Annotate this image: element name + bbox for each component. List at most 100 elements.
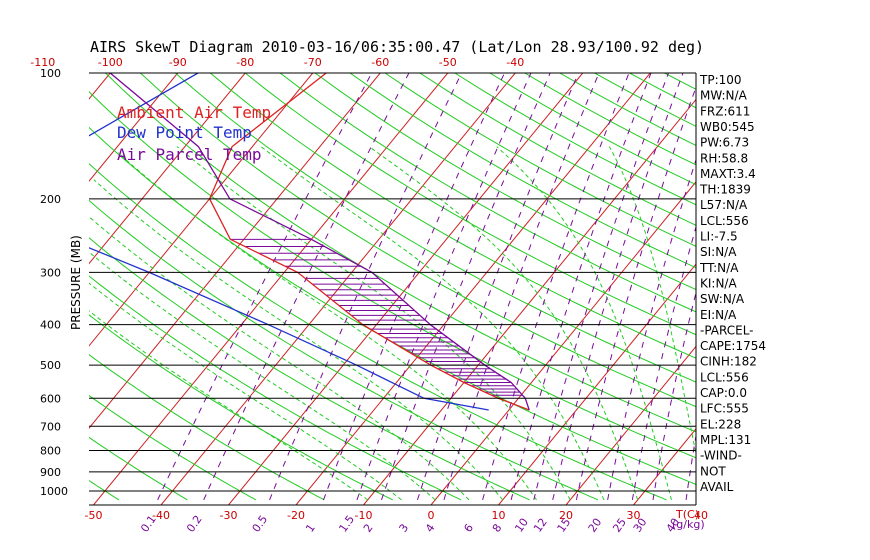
mixing-unit-label: (g/kg) [672, 518, 705, 531]
top-temp-tick-label: -100 [98, 56, 123, 69]
isotherm-line [498, 263, 696, 505]
mixing-ratio-tick-label: 4 [423, 522, 438, 535]
isotherm-line [430, 181, 696, 505]
isotherm-line [565, 345, 696, 505]
bottom-temp-tick-label: 20 [559, 509, 573, 522]
isotherm-line [93, 73, 449, 505]
index-label: TP:100 [699, 73, 742, 87]
bottom-temp-tick-label: -30 [220, 509, 238, 522]
top-temp-tick-label: -110 [30, 56, 55, 69]
mixing-ratio-line [443, 73, 600, 501]
dry-adiabat-line [349, 73, 696, 269]
dry-adiabat-line [140, 73, 696, 408]
index-label: RH:58.8 [700, 151, 748, 165]
index-label: TH:1839 [699, 183, 751, 197]
index-label: TT:N/A [699, 261, 739, 275]
bottom-temp-tick-label: -50 [85, 509, 103, 522]
mixing-ratio-line [631, 225, 696, 500]
mixing-ratio-line [269, 73, 463, 501]
dry-adiabat-line [384, 73, 696, 247]
moist-adiabat-line [117, 152, 537, 501]
mixing-ratio-line [607, 158, 696, 501]
index-label: CAP:0.0 [700, 386, 747, 400]
pressure-tick-label: 200 [40, 193, 61, 206]
mixing-ratio-tick-label: 0.2 [184, 513, 205, 535]
mixing-ratio-line [552, 73, 684, 501]
index-label: LI:-7.5 [700, 230, 738, 244]
dry-adiabat-line [89, 314, 393, 501]
chart-title: AIRS SkewT Diagram 2010-03-16/06:35:00.4… [90, 38, 704, 56]
pressure-tick-label: 700 [40, 420, 61, 433]
moist-adiabat-line [608, 146, 696, 457]
isotherm-line [0, 73, 43, 505]
isotherm-line [295, 73, 651, 505]
moist-adiabat-line [89, 251, 436, 501]
legend: Ambient Air Temp Dew Point Temp Air Parc… [117, 103, 271, 164]
index-label: MW:N/A [700, 89, 748, 103]
pressure-tick-label: 300 [40, 266, 61, 279]
index-label: SW:N/A [700, 292, 745, 306]
dry-adiabat-line [89, 394, 257, 501]
mixing-ratio-line [157, 73, 373, 501]
mixing-ratio-tick-label: 3 [397, 522, 412, 535]
isotherm-line [836, 73, 870, 505]
index-label: EL:228 [700, 417, 741, 431]
dry-adiabat-line [89, 479, 120, 501]
y-axis-label: PRESSURE (MB) [69, 235, 83, 330]
mixing-ratio-tick-label: 12 [531, 516, 550, 535]
mixing-ratio-line [575, 85, 696, 501]
x-unit-label: T(C) [675, 508, 699, 521]
dry-adiabat-line [89, 354, 325, 501]
pressure-tick-label: 900 [40, 466, 61, 479]
dry-adiabat-line [454, 73, 696, 206]
index-label: AVAIL [700, 480, 734, 494]
dry-adiabat-line [314, 73, 696, 291]
dry-adiabat-line [279, 73, 696, 313]
bottom-temp-tick-label: 40 [694, 509, 708, 522]
moist-adiabat-line [496, 146, 672, 501]
index-label: CAPE:1754 [700, 339, 766, 353]
index-label: -WIND- [700, 449, 742, 463]
isotherm-line [769, 73, 870, 505]
index-label: CINH:182 [700, 355, 757, 369]
mixing-ratio-tick-label: 8 [490, 522, 505, 535]
bottom-temp-tick-label: -10 [355, 509, 373, 522]
dry-adiabat-line [89, 126, 696, 485]
index-label: FRZ:611 [700, 104, 750, 118]
dry-adiabat-line [244, 73, 696, 336]
dry-adiabat-line [734, 73, 870, 500]
index-label: LFC:555 [700, 402, 749, 416]
legend-air-parcel-temp: Air Parcel Temp [117, 145, 262, 164]
index-label: SI:N/A [700, 245, 737, 259]
mixing-ratio-tick-label: 0.5 [250, 513, 271, 535]
index-label: KI:N/A [700, 276, 737, 290]
mixing-ratio-line [652, 290, 696, 500]
isotherm-line [633, 427, 696, 505]
top-temp-tick-label: -40 [506, 56, 524, 69]
mixing-ratio-tick-label: 10 [512, 516, 531, 535]
mixing-ratio-tick-label: 20 [586, 516, 605, 535]
index-label: L57:N/A [700, 198, 748, 212]
top-temp-tick-label: -90 [169, 56, 187, 69]
mixing-ratio-tick-label: 2 [361, 522, 376, 535]
mixing-ratio-line [533, 73, 669, 501]
index-label: MAXT:3.4 [700, 167, 756, 181]
dry-adiabat-line [524, 73, 696, 166]
moist-adiabat-line [89, 216, 470, 501]
dry-adiabat-line [105, 73, 696, 433]
dry-adiabat-line [209, 73, 696, 359]
moist-adiabat-line [89, 310, 369, 501]
index-label: MPL:131 [700, 433, 751, 447]
pressure-tick-label: 1000 [40, 485, 68, 498]
pressure-tick-label: 800 [40, 444, 61, 457]
isotherm-line [363, 98, 696, 505]
pressure-tick-label: 600 [40, 392, 61, 405]
index-label: PW:6.73 [700, 136, 749, 150]
legend-ambient-air-temp: Ambient Air Temp [117, 103, 271, 122]
dry-adiabat-line [89, 275, 462, 501]
mixing-ratio-line [482, 73, 630, 501]
air-parcel-temp-line [109, 73, 530, 411]
index-label: EI:N/A [700, 308, 737, 322]
